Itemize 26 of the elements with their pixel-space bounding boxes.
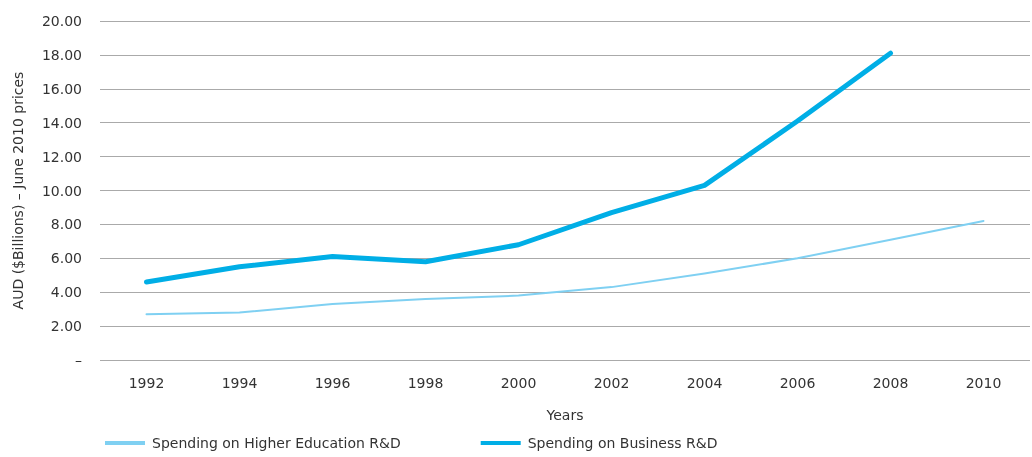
x-tick-label: 2004 <box>686 375 723 391</box>
x-axis-title: Years <box>545 407 584 423</box>
x-tick-label: 2010 <box>965 375 1002 391</box>
y-tick-label: 20.00 <box>41 13 82 29</box>
legend-label: Spending on Higher Education R&D <box>152 435 401 451</box>
x-tick-label: 1996 <box>314 375 351 391</box>
x-tick-label: 2002 <box>593 375 630 391</box>
x-tick-label: 2008 <box>872 375 909 391</box>
x-tick-label: 1994 <box>221 375 258 391</box>
x-tick-label: 2000 <box>500 375 537 391</box>
legend-label: Spending on Business R&D <box>527 435 718 451</box>
y-tick-label: 10.00 <box>41 182 82 199</box>
x-tick-label: 2006 <box>779 375 816 391</box>
y-tick-label: 2.00 <box>50 318 82 335</box>
y-tick-label: 16.00 <box>41 80 82 97</box>
x-tick-label: 1998 <box>407 375 444 391</box>
line-series <box>145 220 985 316</box>
y-tick-label: 12.00 <box>41 148 82 165</box>
y-tick-label: 14.00 <box>41 114 82 131</box>
x-tick-label: 1992 <box>128 375 165 391</box>
y-tick-label: 4.00 <box>50 284 82 301</box>
y-tick-label: 18.00 <box>41 46 82 63</box>
y-axis-title: AUD ($Billions) – June 2010 prices <box>10 71 26 310</box>
y-tick-label: 8.00 <box>50 216 82 233</box>
y-tick-label: 6.00 <box>50 250 82 267</box>
y-tick-label: – <box>75 352 82 368</box>
